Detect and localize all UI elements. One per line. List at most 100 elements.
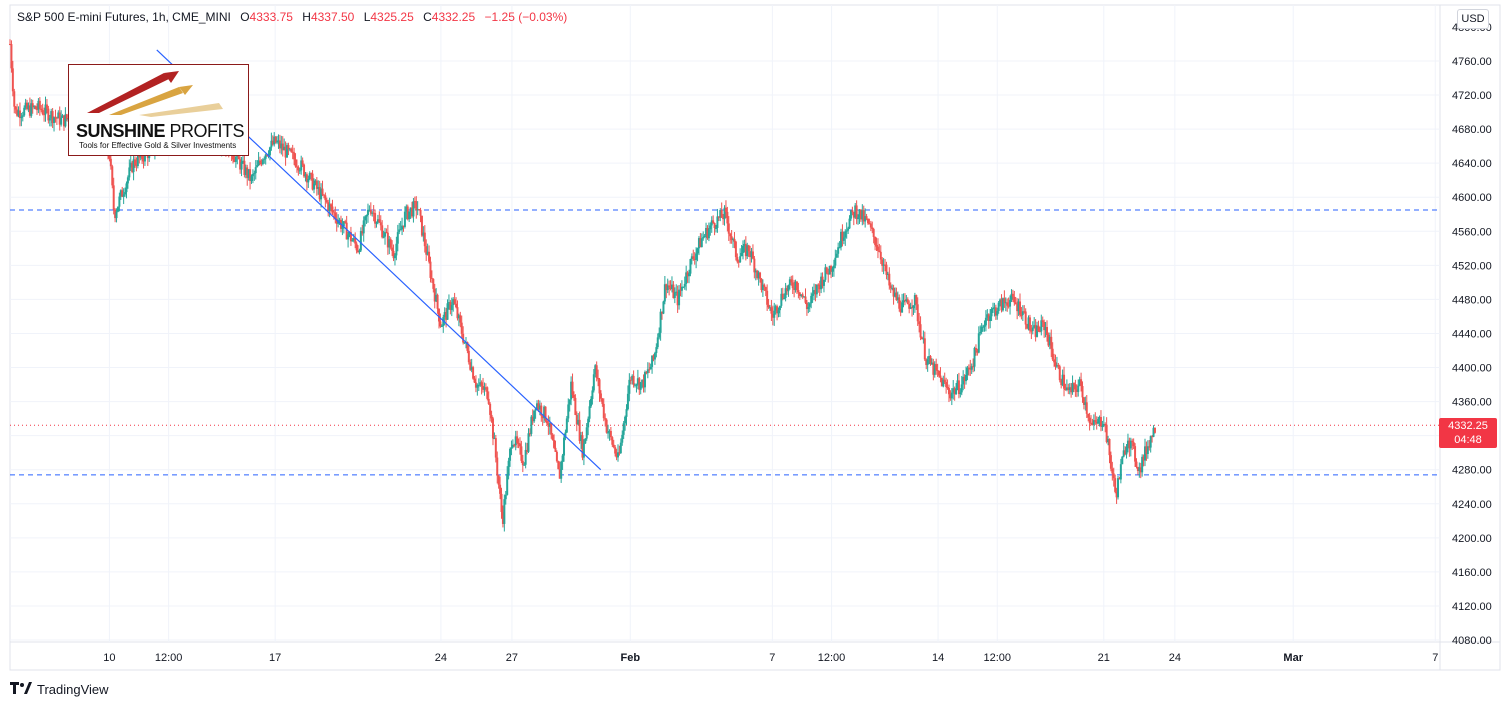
candle-body [780,293,783,306]
candle-body [963,376,966,382]
candle-body [1068,387,1071,391]
candle-body [23,107,26,116]
candle-body [372,212,375,214]
candle-body [770,307,773,314]
candle-body [315,180,318,189]
candle-body [665,284,668,291]
candle-body [349,232,352,242]
candle-body [841,231,844,241]
candle-body [1045,327,1048,335]
candle-body [446,303,449,320]
y-tick-label: 4560.00 [1452,226,1492,238]
candle-body [115,211,118,219]
y-tick-label: 4240.00 [1452,499,1492,511]
candle-body [1075,389,1078,392]
candle-body [18,110,21,119]
candle-body [40,108,43,111]
candle-body [774,306,777,311]
candle-body [618,452,621,454]
candle-body [1037,325,1040,332]
candle-body [736,257,739,262]
candle-body [945,382,948,387]
candle-body [997,302,1000,312]
candle-body [885,264,888,275]
candle-body [470,367,473,370]
candle-body [246,167,249,178]
candle-body [646,369,649,374]
candle-body [47,108,50,121]
candle-body [912,305,915,309]
candle-body [1151,436,1154,438]
candle-body [28,105,31,116]
candle-body [345,222,348,240]
candle-body [764,287,767,291]
candle-body [959,392,962,395]
candle-body [724,207,727,213]
candle-body [1098,417,1101,420]
candle-body [977,333,980,353]
candle-body [857,217,860,220]
candle-body [312,183,315,190]
candle-body [778,305,781,311]
candle-body [1020,314,1023,316]
candle-body [418,209,421,211]
candle-body [966,367,969,375]
candle-body [592,374,595,391]
candle-body [1047,334,1050,346]
candle-body [543,406,546,419]
candle-body [395,243,398,256]
candle-body [787,285,790,292]
candle-body [1078,379,1081,386]
candle-body [727,223,730,234]
candle-body [594,365,597,375]
candle-body [132,159,135,173]
footer-brand[interactable]: TradingView [10,681,109,697]
candle-body [942,379,945,387]
candle-body [61,115,64,118]
candle-body [581,435,584,458]
candle-body [947,388,950,395]
candle-body [1080,379,1083,387]
candle-body [65,114,68,119]
candle-body [1094,420,1097,422]
candle-body [486,387,489,399]
candle-body [547,423,550,427]
candle-body [1101,425,1104,427]
candle-body [908,304,911,309]
candle-body [749,251,752,258]
candle-body [134,159,137,166]
candle-body [903,300,906,302]
candle-body [565,418,568,433]
candle-body [621,434,624,443]
change-value: −1.25 (−0.03%) [484,10,568,24]
candle-body [1004,302,1007,304]
candle-body [114,209,117,219]
candle-body [240,161,243,170]
candle-body [545,420,548,424]
candle-body [1124,450,1127,455]
candle-body [726,212,729,224]
candle-body [108,153,111,159]
candle-body [972,366,975,368]
candle-body [913,295,916,306]
candle-body [771,313,774,318]
candle-body [827,272,830,275]
candle-body [428,251,431,262]
candle-body [415,201,418,211]
candle-body [1040,320,1043,332]
candle-body [794,281,797,290]
candle-body [656,337,659,348]
candle-body [518,443,521,447]
candle-body [320,188,323,200]
candle-body [538,405,541,410]
candle-body [283,146,286,151]
candle-body [422,232,425,236]
candle-body [601,398,604,404]
candle-body [663,284,666,302]
candle-body [384,232,387,237]
symbol-title[interactable]: S&P 500 E-mini Futures, 1h, CME_MINI [17,10,231,24]
currency-button[interactable]: USD [1457,9,1489,29]
candle-body [256,165,259,168]
candle-body [548,423,551,427]
candle-body [402,225,405,227]
